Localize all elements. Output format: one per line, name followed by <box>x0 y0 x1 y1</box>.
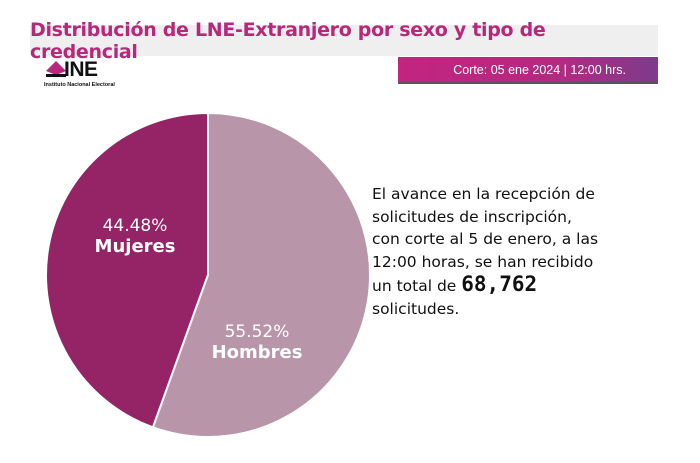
pct-mujeres: 44.48% <box>102 216 168 236</box>
name-mujeres: Mujeres <box>94 236 176 257</box>
title-bar: Distribución de LNE-Extranjero por sexo … <box>30 19 658 63</box>
ine-logo-icon <box>46 61 66 77</box>
label-hombres: 55.52% Hombres <box>192 322 322 363</box>
summary-suffix: solicitudes. <box>372 299 460 318</box>
pct-hombres: 55.52% <box>224 322 290 342</box>
summary-total: 68,762 <box>461 272 538 296</box>
logo-text: INE <box>64 58 98 81</box>
label-mujeres: 44.48% Mujeres <box>70 216 200 257</box>
pie-slice-mujeres <box>45 111 209 429</box>
pie-slice-hombres <box>151 111 371 438</box>
logo-subtitle: Instituto Nacional Electoral <box>44 82 115 88</box>
summary-body: El avance en la recepción de solicitudes… <box>372 185 599 295</box>
ine-logo: INE Instituto Nacional Electoral <box>44 58 115 92</box>
cutoff-banner: Corte: 05 ene 2024 | 12:00 hrs. <box>398 57 658 84</box>
page-title: Distribución de LNE-Extranjero por sexo … <box>30 18 546 63</box>
name-hombres: Hombres <box>211 342 303 363</box>
summary-text: El avance en la recepción de solicitudes… <box>372 183 602 320</box>
